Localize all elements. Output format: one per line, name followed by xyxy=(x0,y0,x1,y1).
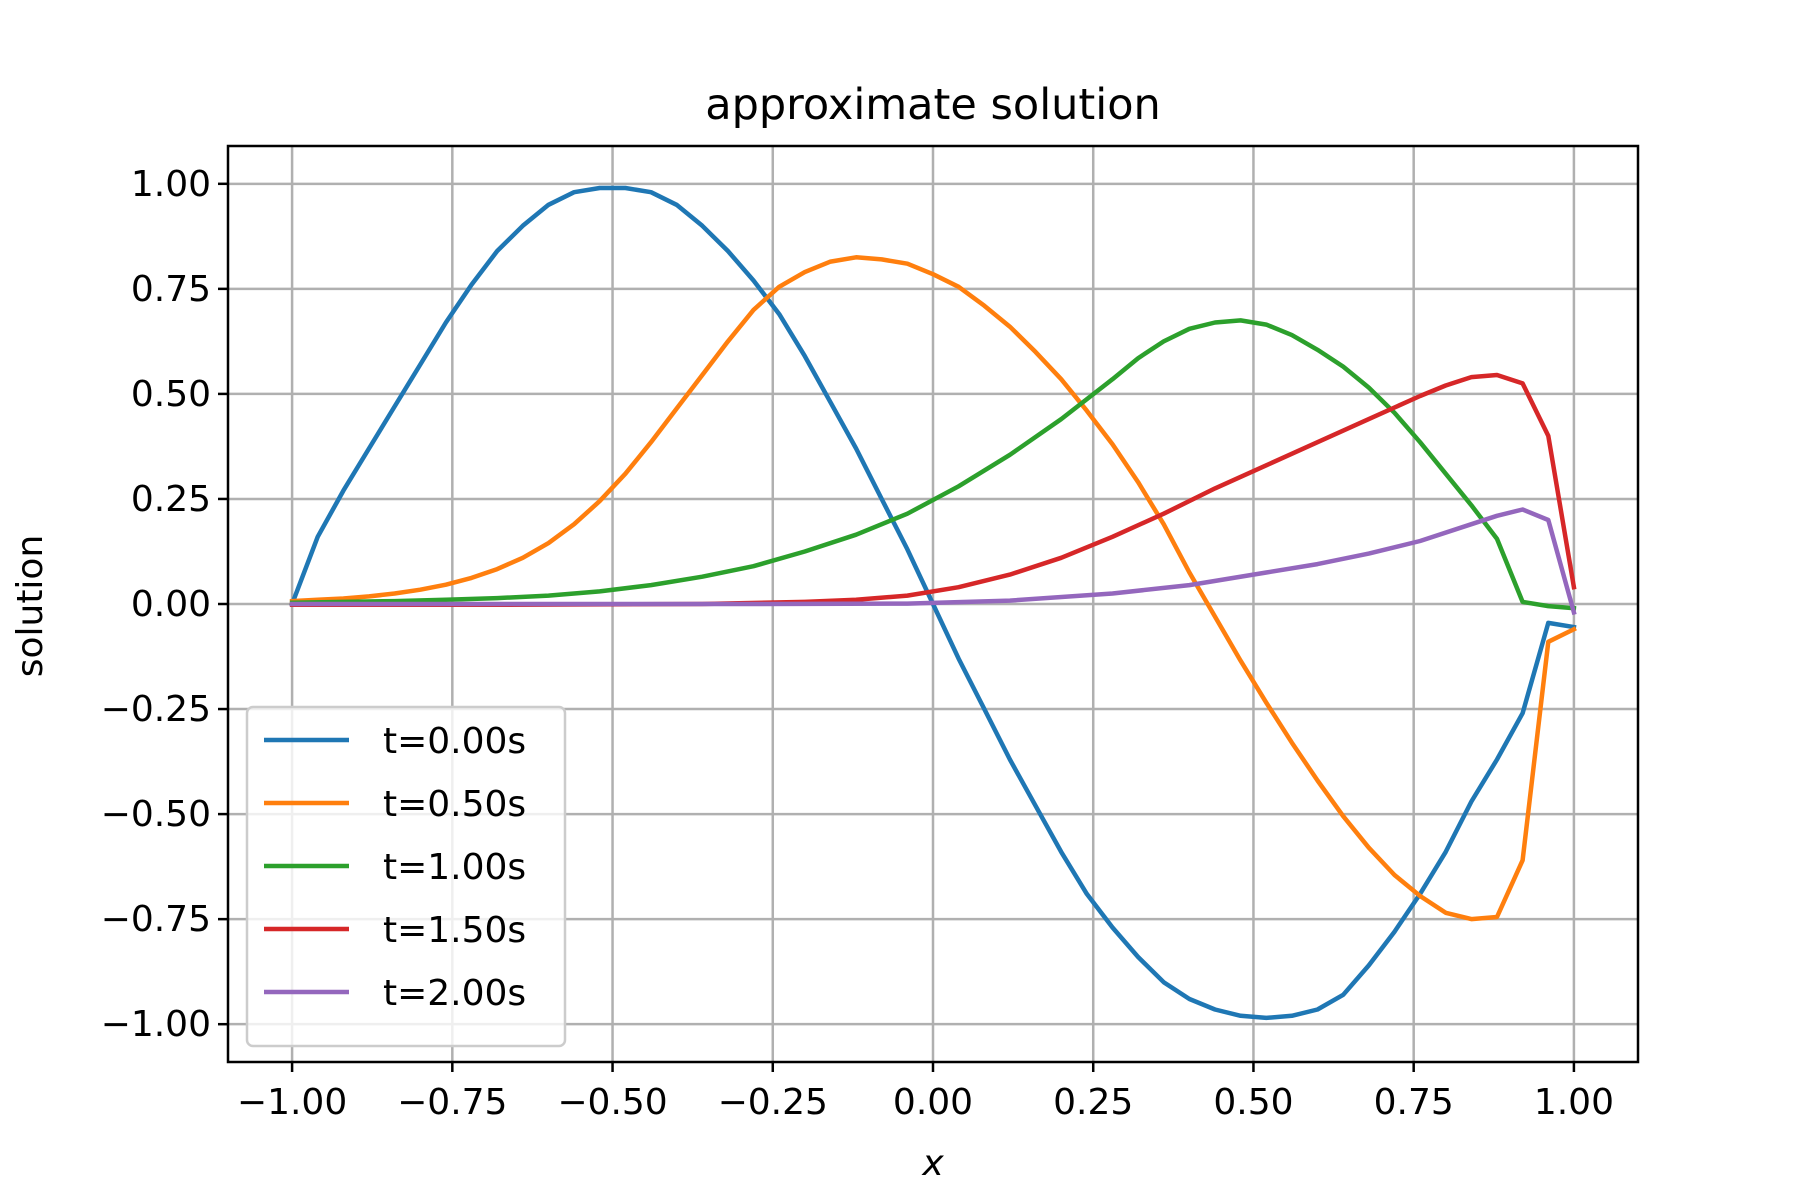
series-line-3 xyxy=(289,318,1577,611)
y-tick-label: 0.50 xyxy=(131,374,211,415)
x-tick-label: 1.00 xyxy=(1534,1082,1614,1123)
y-tick-label: −0.25 xyxy=(101,689,211,730)
x-tick-label: −0.50 xyxy=(557,1082,667,1123)
x-axis-title: x xyxy=(921,1143,944,1184)
x-tick-label: 0.25 xyxy=(1053,1082,1133,1123)
legend-label: t=1.50s xyxy=(383,910,526,951)
x-tick-label: −0.25 xyxy=(718,1082,828,1123)
y-tick-label: −0.75 xyxy=(101,899,211,940)
legend-label: t=1.00s xyxy=(383,847,526,888)
x-tick-label: 0.00 xyxy=(893,1082,973,1123)
y-tick-label: 1.00 xyxy=(131,164,211,205)
y-axis-title: solution xyxy=(10,535,51,678)
series-line-2 xyxy=(289,255,1577,922)
chart-title: approximate solution xyxy=(705,80,1161,130)
y-tick-label: −1.00 xyxy=(101,1004,211,1045)
x-tick-label: 0.75 xyxy=(1374,1082,1454,1123)
x-tick-label: −1.00 xyxy=(237,1082,347,1123)
y-tick-label: 0.75 xyxy=(131,269,211,310)
y-tick-label: −0.50 xyxy=(101,794,211,835)
y-tick-label: 0.00 xyxy=(131,584,211,625)
x-tick-label: 0.50 xyxy=(1213,1082,1293,1123)
legend-box xyxy=(245,705,567,1048)
legend: t=0.00s t=0.50s t=1.00s t=1.50s t=2.00s xyxy=(245,705,567,1048)
legend-label: t=0.00s xyxy=(383,721,526,762)
y-tick-label: 0.25 xyxy=(131,479,211,520)
axis-ticks: −1.00 −0.75 −0.50 −0.25 0.00 0.25 0.50 0.75 1.00… xyxy=(101,164,1614,1123)
legend-label: t=2.00s xyxy=(383,973,526,1014)
series-line-5 xyxy=(289,507,1577,616)
x-tick-label: −0.75 xyxy=(397,1082,507,1123)
series-lines xyxy=(289,185,1577,1021)
legend-label: t=0.50s xyxy=(383,784,526,825)
